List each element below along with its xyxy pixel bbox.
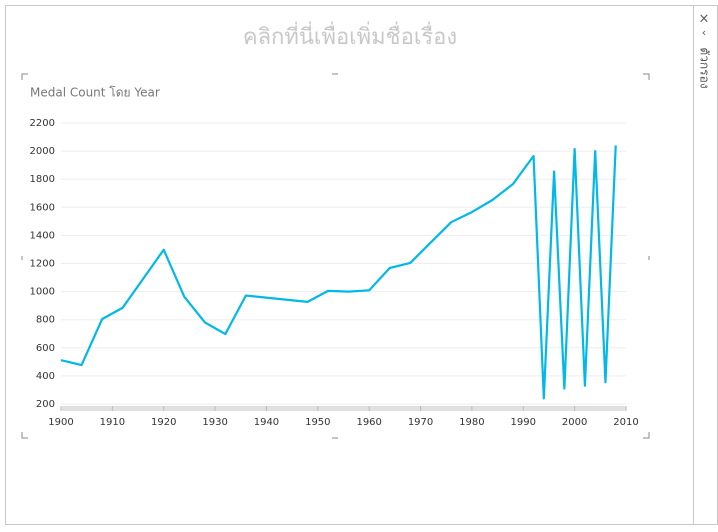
x-tick-label: 1910 — [100, 417, 125, 428]
x-tick-label: 1900 — [48, 417, 73, 428]
x-tick-label: 1990 — [511, 417, 536, 428]
x-tick-label: 1940 — [254, 417, 279, 428]
y-tick-label: 1800 — [30, 174, 55, 185]
y-tick-label: 1000 — [30, 287, 55, 298]
x-tick-label: 1930 — [202, 417, 227, 428]
y-tick-label: 1200 — [30, 259, 55, 270]
frame-handles — [21, 73, 650, 439]
x-tick-label: 1970 — [408, 417, 433, 428]
x-tick-label: 2000 — [562, 417, 587, 428]
y-tick-label: 400 — [36, 371, 55, 382]
plot: 200 400 600 800 1000 1200 1400 1600 1800 2000 2200… — [30, 118, 639, 428]
line-series — [60, 145, 617, 400]
y-tick-label: 2000 — [30, 146, 55, 157]
y-tick-label: 2200 — [30, 118, 55, 129]
filter-pane-label[interactable]: ตัวกรอง — [698, 47, 712, 88]
page-title[interactable]: คลิกที่นี่เพื่อเพิ่มชื่อเรื่อง — [243, 21, 457, 50]
y-tick-label: 600 — [36, 343, 55, 354]
scrollbar[interactable] — [61, 406, 626, 411]
y-tick-label: 1600 — [30, 202, 55, 213]
collapse-arrow[interactable]: ‹ — [702, 26, 706, 39]
y-tick-label: 1400 — [30, 230, 55, 241]
x-tick-label: 1980 — [459, 417, 484, 428]
y-tick-label: 800 — [36, 315, 55, 326]
y-tick-label: 200 — [36, 399, 55, 410]
chart-title: Medal Count โดย Year — [30, 86, 160, 100]
x-tick-label: 1960 — [356, 417, 381, 428]
x-tick-label: 1950 — [305, 417, 330, 428]
x-tick-label: 1920 — [151, 417, 176, 428]
canvas-border — [5, 5, 718, 525]
close-button[interactable]: × — [699, 12, 710, 27]
x-tick-label: 2010 — [613, 417, 638, 428]
